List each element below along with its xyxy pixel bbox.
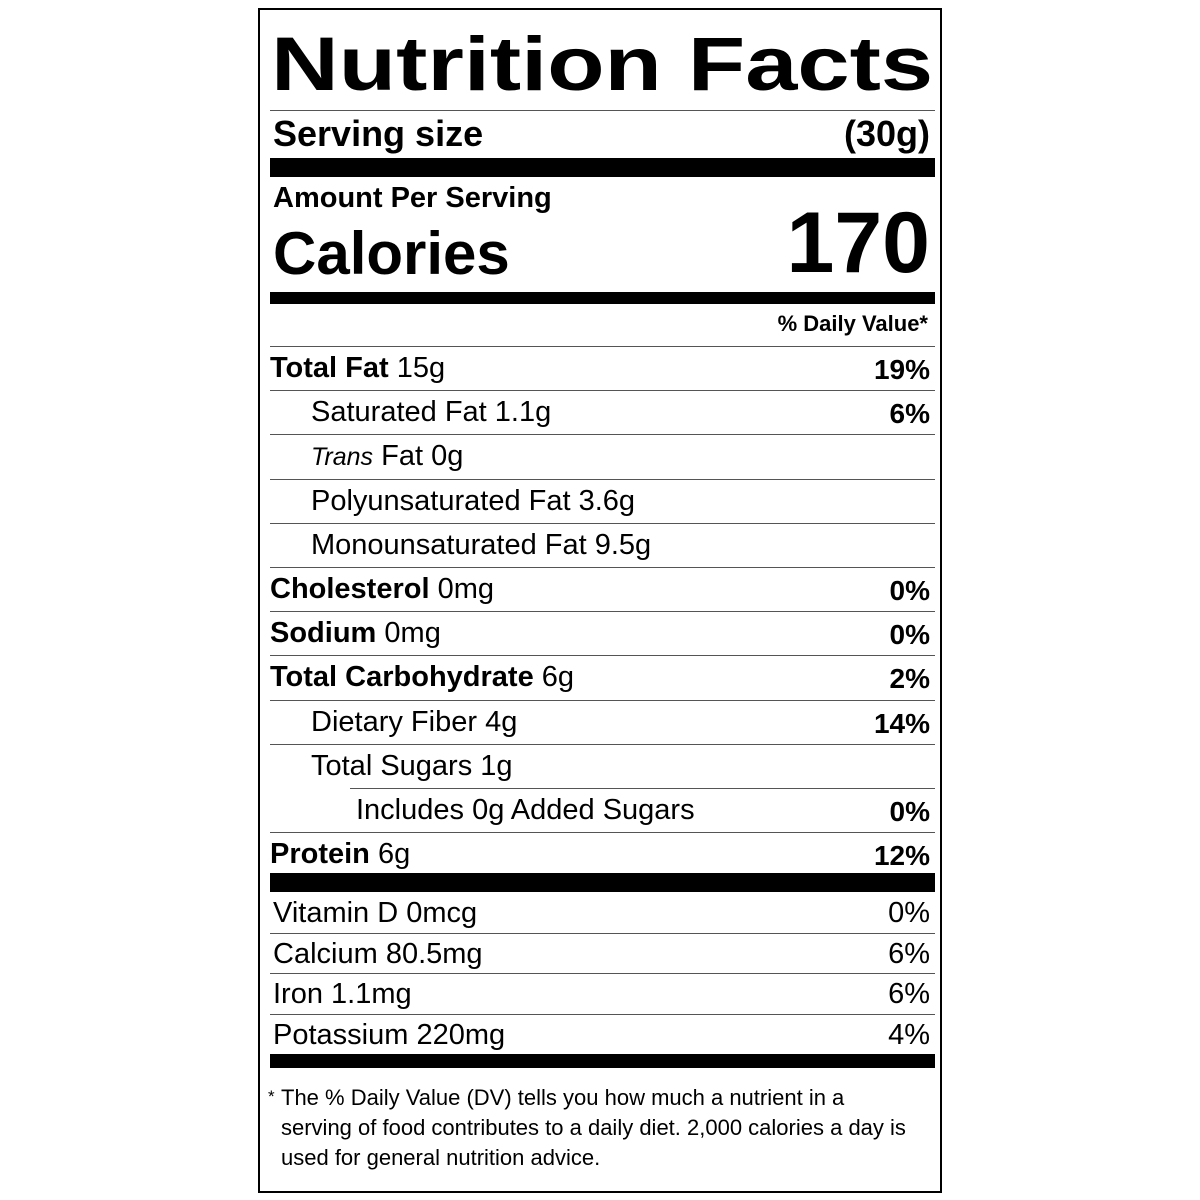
vitamin-amount: 220mg — [416, 1019, 506, 1052]
thick-bar — [270, 292, 935, 304]
nutrient-row: Protein 6g — [270, 840, 410, 869]
nutrient-row: Sodium 0mg — [270, 619, 441, 648]
divider — [270, 346, 935, 347]
nutrient-row: Total Carbohydrate 6g — [270, 663, 574, 692]
divider — [270, 932, 935, 934]
nutrient-row: Total Fat 15g — [270, 354, 445, 383]
divider — [270, 1014, 935, 1016]
nutrient-name: Polyunsaturated Fat — [311, 484, 571, 517]
nutrient-amount: 15g — [396, 352, 446, 384]
nutrient-amount: 0mg — [437, 573, 495, 605]
daily-value-header: % Daily Value* — [777, 311, 928, 336]
daily-value: 14% — [873, 707, 930, 739]
nutrient-amount: 6g — [377, 838, 411, 871]
nutrient-name: Monounsaturated Fat — [311, 528, 587, 561]
nutrient-name: Total Fat — [270, 352, 389, 384]
nutrient-name: Total Sugars — [311, 749, 473, 782]
vitamin-dv: 6% — [888, 978, 930, 1011]
vitamin-name: Calcium — [273, 937, 378, 970]
nutrient-row: Total Sugars 1g — [311, 749, 513, 782]
vitamin-name: Vitamin D — [273, 897, 399, 929]
daily-value: 0% — [889, 619, 930, 651]
daily-value: 2% — [889, 663, 930, 695]
nutrient-row: Polyunsaturated Fat 3.6g — [311, 484, 636, 517]
thick-bar — [270, 873, 935, 892]
nutrient-name: Protein — [270, 838, 370, 871]
title-svg: Nutrition Facts — [271, 22, 933, 107]
nutrient-name: Dietary Fiber — [311, 705, 477, 738]
nutrient-amount: 4g — [485, 705, 518, 738]
label-border — [258, 8, 942, 1193]
divider — [270, 567, 935, 568]
daily-value: 0% — [889, 796, 930, 827]
divider — [350, 788, 935, 789]
nutrient-name: Includes 0g Added Sugars — [356, 794, 695, 826]
vitamin-row: Vitamin D 0mcg — [273, 899, 477, 928]
nutrient-amount: 6g — [541, 661, 575, 694]
vitamin-dv: 0% — [888, 897, 930, 929]
nutrient-prefix: Trans — [311, 443, 374, 472]
nutrient-row: Dietary Fiber 4g — [311, 705, 518, 738]
vitamin-amount: 1.1mg — [331, 978, 412, 1011]
nutrient-amount: 3.6g — [578, 484, 636, 517]
nutrient-amount: 0g — [431, 440, 464, 473]
divider — [270, 434, 935, 436]
vitamin-name: Potassium — [273, 1019, 409, 1052]
title: Nutrition Facts — [271, 22, 933, 107]
nutrient-amount: 9.5g — [594, 528, 652, 561]
vitamin-row: Calcium 80.5mg — [273, 937, 483, 970]
divider — [270, 611, 935, 613]
vitamin-row: Iron 1.1mg — [273, 980, 412, 1009]
serving-label: Serving size — [273, 113, 484, 154]
thick-bar — [270, 158, 935, 177]
vitamin-name: Iron — [273, 978, 323, 1011]
divider — [270, 973, 935, 975]
amount-per-serving: Amount Per Serving — [273, 182, 552, 214]
vitamin-dv: 4% — [888, 1019, 930, 1052]
divider — [270, 832, 935, 834]
daily-value: 0% — [889, 575, 930, 606]
divider — [270, 743, 935, 745]
nutrient-amount: 0mg — [384, 617, 441, 650]
vitamin-amount: 80.5mg — [385, 937, 483, 970]
nutrient-row: Cholesterol 0mg — [270, 575, 494, 604]
nutrient-amount: 1.1g — [494, 396, 552, 429]
nutrient-amount: 1g — [480, 749, 513, 782]
nutrient-row: Saturated Fat 1.1g — [311, 398, 551, 427]
nutrient-name: Cholesterol — [270, 573, 430, 605]
nutrient-row: Includes 0g Added Sugars — [356, 796, 695, 825]
daily-value: 12% — [873, 840, 930, 872]
divider — [270, 390, 935, 392]
nutrient-row: Trans Fat 0g — [311, 442, 463, 471]
divider — [270, 110, 935, 111]
thick-bar — [270, 1054, 935, 1068]
divider — [270, 655, 935, 657]
footnote-text: The % Daily Value (DV) tells you how muc… — [281, 1085, 906, 1170]
nutrient-name: Fat — [381, 440, 424, 473]
nutrient-row: Monounsaturated Fat 9.5g — [311, 528, 652, 561]
serving-value: (30g) — [843, 113, 930, 154]
daily-value: 6% — [889, 398, 930, 430]
divider — [270, 699, 935, 701]
divider — [270, 522, 935, 524]
footnote-mark: * — [268, 1087, 275, 1106]
daily-value: 19% — [873, 354, 930, 385]
nutrient-name: Total Carbohydrate — [270, 661, 534, 694]
vitamin-amount: 0mcg — [406, 897, 478, 929]
nutrient-name: Saturated Fat — [311, 396, 487, 429]
nutrient-name: Sodium — [270, 617, 377, 650]
calories-label: Calories — [273, 220, 510, 287]
vitamin-dv: 6% — [888, 937, 930, 970]
vitamin-row: Potassium 220mg — [273, 1021, 505, 1050]
calories-value: 170 — [786, 195, 931, 291]
divider — [270, 478, 935, 480]
